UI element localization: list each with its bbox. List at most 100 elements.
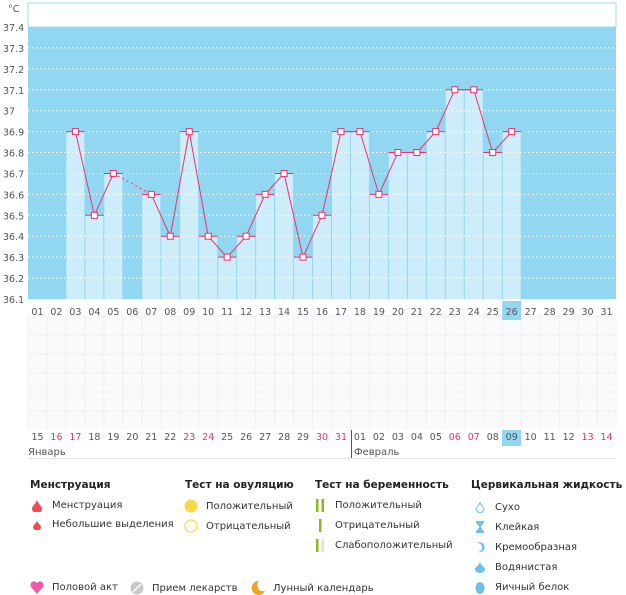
temperature-point xyxy=(299,253,307,261)
date-cell[interactable]: 26 xyxy=(240,432,253,443)
y-tick-label: 36.1 xyxy=(3,295,24,306)
date-cell[interactable]: 12 xyxy=(562,432,575,443)
y-tick-label: 37.4 xyxy=(3,23,24,34)
x-tick-label: 06 xyxy=(126,307,138,318)
chart-top-band xyxy=(27,2,617,28)
date-cell[interactable]: 14 xyxy=(600,432,613,443)
date-cell[interactable]: 13 xyxy=(581,432,594,443)
temperature-bar xyxy=(237,236,256,299)
drop-large-icon xyxy=(30,499,44,512)
date-cell[interactable]: 18 xyxy=(88,432,101,443)
date-cell[interactable]: 23 xyxy=(183,432,196,443)
circle-outline-icon xyxy=(184,519,198,533)
y-tick-label: 36.3 xyxy=(3,253,24,264)
legend-cervical-title: Цервикальная жидкость xyxy=(471,479,623,491)
date-cell[interactable]: 27 xyxy=(259,432,272,443)
temperature-point xyxy=(223,253,231,261)
temperature-bar xyxy=(142,194,161,299)
temperature-bar xyxy=(426,131,445,299)
date-cell[interactable]: 22 xyxy=(164,432,177,443)
date-cell[interactable]: 09 xyxy=(502,430,522,446)
date-cell[interactable]: 04 xyxy=(410,432,423,443)
x-tick-label: 17 xyxy=(335,307,347,318)
y-tick-label: 36.2 xyxy=(3,274,24,285)
date-cell[interactable]: 31 xyxy=(334,432,348,443)
temperature-point xyxy=(147,190,155,198)
temperature-point xyxy=(489,149,497,157)
current-day-highlight xyxy=(502,301,522,320)
x-tick-label: 21 xyxy=(411,307,423,318)
temperature-point xyxy=(508,128,516,136)
date-cell[interactable]: 02 xyxy=(372,432,385,443)
legend-label: Слабоположительный xyxy=(335,540,453,551)
y-tick-label: 36.4 xyxy=(3,232,24,243)
drop-small-icon xyxy=(30,519,44,530)
x-tick-label: 01 xyxy=(31,307,43,318)
legend-label: Сухо xyxy=(495,501,520,513)
x-tick-label: 07 xyxy=(145,307,157,318)
legend-label: Клейкая xyxy=(495,521,540,533)
date-cell[interactable]: 21 xyxy=(145,432,158,443)
temperature-bar xyxy=(199,236,218,299)
legend-label: Небольшие выделения xyxy=(52,519,174,530)
circle-filled-icon xyxy=(184,499,198,513)
date-cell[interactable]: 05 xyxy=(429,432,442,443)
temperature-bar xyxy=(350,131,369,299)
date-cell[interactable]: 25 xyxy=(221,432,234,443)
temperature-bar xyxy=(464,89,483,300)
temperature-chart: °C 36.1 36.2 36.3 36.4 36.5 36.6 36.7 36.8 36.9 37… xyxy=(3,2,617,320)
date-cell[interactable]: 28 xyxy=(278,432,291,443)
date-cell[interactable]: 17 xyxy=(69,432,82,443)
date-cell[interactable]: 01 xyxy=(353,432,366,443)
temperature-point xyxy=(166,232,174,240)
temperature-line xyxy=(93,173,114,216)
x-tick-label: 26 xyxy=(506,307,518,318)
temperature-bar xyxy=(66,131,85,299)
two-lines-icon xyxy=(313,499,327,512)
y-tick-label: 37.2 xyxy=(3,65,24,76)
y-tick-label: 37 xyxy=(3,107,15,118)
x-tick-label: 24 xyxy=(468,307,480,318)
x-tick-label: 31 xyxy=(600,307,612,318)
temperature-point xyxy=(318,211,326,219)
cream-drop-icon xyxy=(473,541,487,553)
drop-outline-icon xyxy=(473,501,487,513)
y-tick-label: 36.9 xyxy=(3,128,24,139)
temperature-point xyxy=(71,128,79,136)
date-cell[interactable]: 30 xyxy=(315,432,329,443)
date-cell[interactable]: 29 xyxy=(297,432,310,443)
x-tick-label: 03 xyxy=(69,307,81,318)
date-cell[interactable]: 19 xyxy=(107,432,120,443)
hourglass-icon xyxy=(473,521,487,533)
heart-icon xyxy=(30,581,44,594)
date-cell[interactable]: 16 xyxy=(50,432,63,443)
date-cell[interactable]: 11 xyxy=(543,432,556,443)
legend-label: Лунный календарь xyxy=(273,582,374,594)
unit-label: °C xyxy=(8,4,20,15)
date-cell[interactable]: 03 xyxy=(391,432,404,443)
temperature-bar xyxy=(161,236,180,299)
date-cell[interactable]: 06 xyxy=(448,432,461,443)
month-label-january: Январь xyxy=(28,447,66,458)
temperature-point xyxy=(204,232,212,240)
x-tick-label: 09 xyxy=(183,307,195,318)
one-line-icon xyxy=(313,519,327,532)
divider xyxy=(28,458,616,459)
x-tick-label: 13 xyxy=(259,307,271,318)
moon-icon xyxy=(251,581,265,595)
temperature-point xyxy=(470,86,478,94)
legend-label: Яичный белок xyxy=(495,582,570,593)
temperature-bar xyxy=(313,215,331,299)
temperature-line xyxy=(473,89,494,153)
date-cell[interactable]: 20 xyxy=(126,432,139,443)
month-label-february: Февраль xyxy=(354,447,400,458)
temperature-line xyxy=(245,194,266,237)
date-cell[interactable]: 07 xyxy=(467,432,480,443)
date-cell[interactable]: 10 xyxy=(524,432,537,443)
date-cell[interactable]: 24 xyxy=(202,432,215,443)
temperature-point xyxy=(394,149,402,157)
drop-filled-icon xyxy=(473,561,487,573)
date-cell[interactable]: 15 xyxy=(31,432,44,443)
date-cell[interactable]: 08 xyxy=(486,432,499,443)
